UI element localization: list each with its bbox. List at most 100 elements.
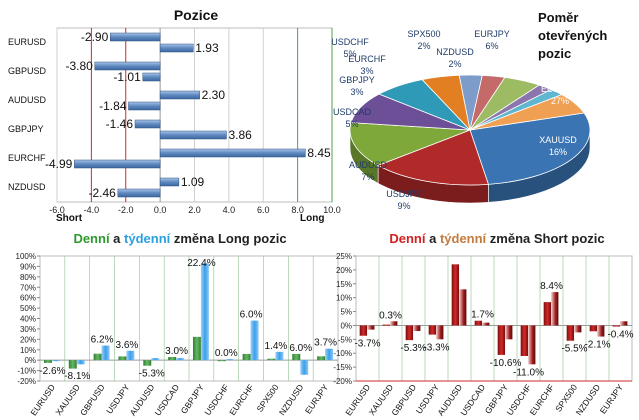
- change-bar: [300, 360, 309, 375]
- change-bar: [76, 360, 85, 365]
- change-data-label: 8.4%: [540, 281, 563, 292]
- change-bar: [225, 359, 234, 361]
- change-y-tick-label: 0%: [340, 321, 352, 330]
- positions-x-tick: 2.0: [188, 205, 201, 215]
- pie-slice-label: EURJPY: [474, 29, 510, 39]
- change-bar: [497, 325, 506, 355]
- ratio-pie: [349, 74, 591, 204]
- positions-x-tick: -4.0: [84, 205, 100, 215]
- positions-x-ticks: -6.0 -4.0 -2.0 0.0 2.0 4.0 6.0 8.0 10.0: [49, 205, 341, 215]
- change-data-label: 22.4%: [187, 258, 215, 269]
- pie-slice: [469, 112, 591, 185]
- positions-x-tick: 8.0: [291, 205, 304, 215]
- positions-category-label: GBPJPY: [8, 124, 44, 134]
- positions-value-label: 1.09: [181, 175, 205, 189]
- ratio-title-line-1: Poměr: [538, 10, 578, 25]
- change-data-label: 0.3%: [379, 310, 402, 321]
- change-data-label: -5.5%: [561, 344, 587, 355]
- positions-x-tick: 10.0: [323, 205, 341, 215]
- positions-bar: [110, 32, 161, 42]
- change-bar: [68, 360, 77, 369]
- pie-slice-label: USDJPY: [386, 189, 422, 199]
- change-bar: [168, 357, 177, 361]
- pie-slice-label: GBPUSD: [541, 190, 580, 200]
- positions-bar: [134, 119, 161, 129]
- change-y-tick-label: 40%: [20, 315, 36, 324]
- change-y-tick-label: 80%: [20, 273, 36, 282]
- change-bar: [382, 324, 391, 326]
- positions-bar: [94, 61, 161, 71]
- change-bar: [428, 325, 437, 335]
- short-change-title: Denní a týdenní změna Short pozic: [389, 231, 604, 246]
- change-y-tick-label: 20%: [20, 335, 36, 344]
- change-bar: [459, 289, 467, 326]
- pie-slice-percent: 3%: [360, 66, 373, 76]
- change-bar: [176, 358, 185, 361]
- pie-slice-label: USDCAD: [333, 107, 372, 117]
- change-y-tick-label: -5%: [338, 335, 352, 344]
- positions-category-label: EURCHF: [8, 153, 46, 163]
- change-y-tick-label: -10%: [333, 349, 352, 358]
- pie-slice-label: XAUUSD: [539, 135, 577, 145]
- positions-bar: [117, 188, 161, 198]
- pie-slice-percent: 27%: [551, 96, 569, 106]
- long-change-category-labels: EURUSDXAUUSDGBPUSDUSDJPYAUDUSDUSDCADGBPJ…: [28, 382, 330, 417]
- positions-bar: [159, 148, 306, 158]
- pie-slice-percent: 5%: [345, 119, 358, 129]
- change-bar: [51, 360, 60, 362]
- change-data-label: -3.3%: [423, 342, 449, 353]
- pie-slice: [469, 94, 585, 131]
- change-category-label: EURCHF: [227, 382, 256, 417]
- change-bar: [505, 325, 513, 340]
- pie-slice-label: EURUSD: [541, 84, 580, 94]
- change-y-tick-label: 15%: [336, 280, 352, 289]
- change-bar: [359, 325, 368, 336]
- positions-bar: [159, 43, 194, 53]
- change-data-label: -0.4%: [607, 330, 633, 341]
- change-category-label: EURUSD: [28, 382, 57, 417]
- positions-value-label: -4.99: [45, 157, 73, 171]
- positions-x-tick: 6.0: [257, 205, 270, 215]
- change-category-label: GBPUSD: [78, 382, 107, 417]
- change-bar: [126, 350, 135, 361]
- change-y-tick-label: 50%: [20, 304, 36, 313]
- change-data-label: -11.0%: [513, 367, 544, 378]
- positions-value-label: 2.30: [202, 88, 226, 102]
- change-bar: [151, 358, 160, 361]
- change-bar: [528, 325, 536, 365]
- long-change-gridlines: -20%-10% 0%10% 20%30%40% 50%60% 70%80% 90%100…: [16, 252, 339, 386]
- change-bar: [93, 353, 102, 361]
- long-change-data-labels: -2.6%-8.1% 6.2% 3.6% -5.3% 3.0% 22.4% 0.0% 6.0%…: [39, 258, 337, 382]
- change-data-label: 6.2%: [91, 335, 114, 346]
- pie-slice-percent: 6%: [485, 41, 498, 51]
- positions-category-label: AUDUSD: [8, 95, 47, 105]
- positions-value-label: -1.84: [99, 99, 127, 113]
- change-bar: [551, 292, 559, 326]
- change-bar: [200, 263, 209, 361]
- positions-x-tick: 0.0: [154, 205, 167, 215]
- positions-category-labels: EURUSD GBPUSD AUDUSD GBPJPY EURCHF NZDUSD: [8, 37, 47, 192]
- positions-value-label: 3.86: [228, 128, 252, 142]
- change-bar: [250, 320, 259, 361]
- change-data-label: -10.6%: [490, 358, 522, 369]
- positions-bar: [159, 177, 180, 187]
- short-title-part-daily: Denní: [389, 231, 426, 246]
- short-title-part-and: a: [425, 231, 439, 246]
- change-data-label: 6.0%: [240, 310, 263, 321]
- change-category-label: USDCAD: [152, 382, 181, 417]
- change-bar: [101, 345, 110, 361]
- change-y-tick-label: 25%: [336, 252, 352, 261]
- positions-x-tick: -6.0: [49, 205, 65, 215]
- change-data-label: -8.1%: [64, 371, 90, 382]
- change-data-label: 1.7%: [471, 310, 494, 321]
- change-bar: [292, 353, 301, 361]
- change-bar: [275, 351, 284, 361]
- positions-value-label: -2.90: [81, 30, 109, 44]
- short-axis-label: Short: [56, 213, 83, 224]
- change-y-tick-label: -20%: [333, 377, 352, 386]
- change-bar: [436, 325, 444, 340]
- positions-value-label: -1.01: [113, 70, 141, 84]
- change-data-label: -5.3%: [139, 369, 165, 380]
- change-bar: [390, 321, 398, 326]
- change-bar: [597, 325, 605, 337]
